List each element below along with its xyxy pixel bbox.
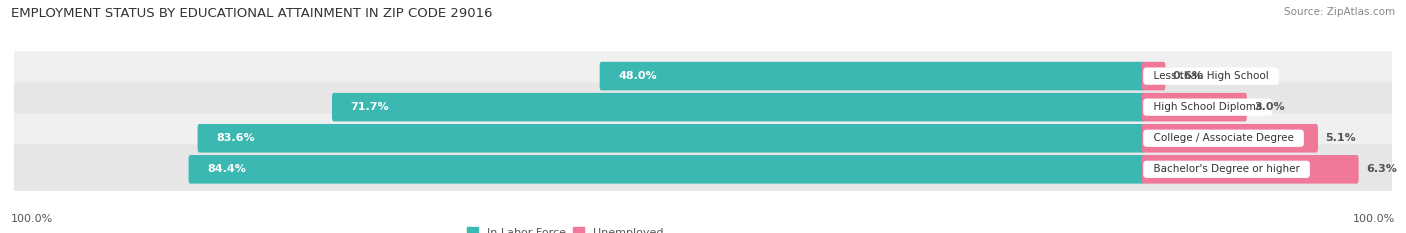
Text: 71.7%: 71.7% <box>350 102 389 112</box>
Text: 3.0%: 3.0% <box>1254 102 1285 112</box>
Text: 6.3%: 6.3% <box>1367 164 1396 174</box>
Text: 100.0%: 100.0% <box>1353 214 1395 224</box>
FancyBboxPatch shape <box>599 62 1144 90</box>
FancyBboxPatch shape <box>11 144 1395 194</box>
FancyBboxPatch shape <box>1142 155 1358 184</box>
FancyBboxPatch shape <box>198 124 1144 153</box>
Legend: In Labor Force, Unemployed: In Labor Force, Unemployed <box>467 227 664 233</box>
FancyBboxPatch shape <box>332 93 1144 121</box>
Text: Less than High School: Less than High School <box>1147 71 1275 81</box>
FancyBboxPatch shape <box>1142 93 1247 121</box>
Text: College / Associate Degree: College / Associate Degree <box>1147 133 1301 143</box>
Text: 84.4%: 84.4% <box>207 164 246 174</box>
FancyBboxPatch shape <box>11 113 1395 163</box>
Text: 0.6%: 0.6% <box>1173 71 1204 81</box>
Text: 48.0%: 48.0% <box>619 71 657 81</box>
Text: EMPLOYMENT STATUS BY EDUCATIONAL ATTAINMENT IN ZIP CODE 29016: EMPLOYMENT STATUS BY EDUCATIONAL ATTAINM… <box>11 7 492 20</box>
FancyBboxPatch shape <box>11 51 1395 101</box>
Text: High School Diploma: High School Diploma <box>1147 102 1268 112</box>
FancyBboxPatch shape <box>188 155 1144 184</box>
Text: Bachelor's Degree or higher: Bachelor's Degree or higher <box>1147 164 1306 174</box>
Text: 83.6%: 83.6% <box>217 133 254 143</box>
Text: Source: ZipAtlas.com: Source: ZipAtlas.com <box>1284 7 1395 17</box>
FancyBboxPatch shape <box>1142 62 1166 90</box>
Text: 5.1%: 5.1% <box>1326 133 1355 143</box>
FancyBboxPatch shape <box>11 82 1395 132</box>
Text: 100.0%: 100.0% <box>11 214 53 224</box>
FancyBboxPatch shape <box>1142 124 1317 153</box>
